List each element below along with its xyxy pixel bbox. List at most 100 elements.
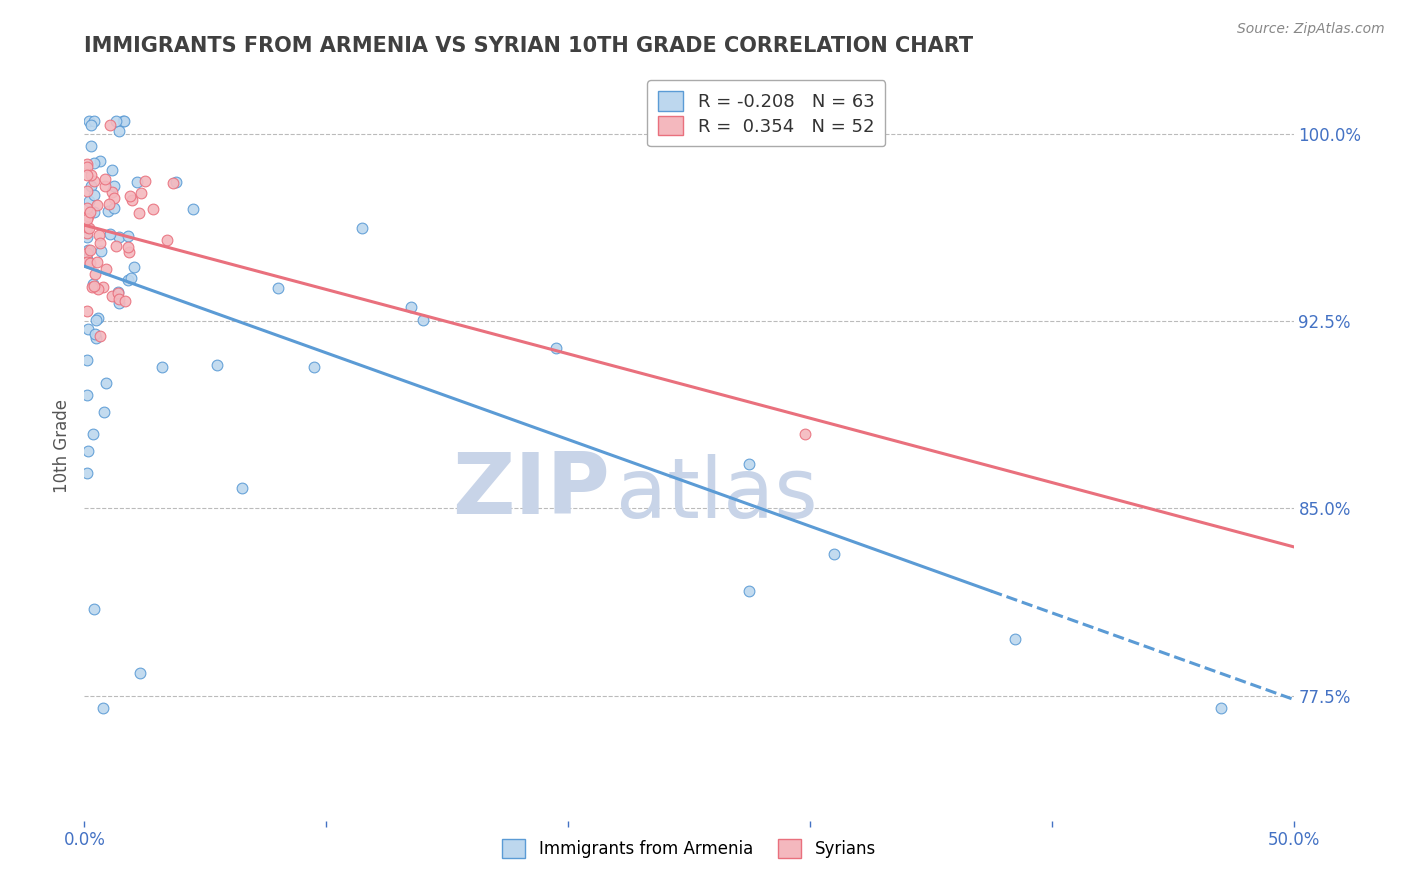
Point — [77, 209, 100, 223]
Point — [80, 178, 103, 193]
Point — [94, 262, 117, 277]
Text: atlas: atlas — [616, 454, 818, 535]
Point — [76, 169, 98, 183]
Point — [101, 289, 124, 303]
Point — [87, 282, 110, 296]
Point — [82, 277, 104, 291]
Point — [84, 326, 107, 341]
Point — [83, 601, 105, 615]
Point — [114, 293, 136, 308]
Point — [86, 198, 108, 212]
Point — [125, 176, 148, 190]
Point — [84, 312, 107, 326]
Point — [105, 114, 128, 128]
Point — [181, 202, 204, 217]
Point — [83, 204, 105, 219]
Point — [83, 268, 105, 282]
Point — [117, 273, 139, 287]
Point — [134, 174, 156, 188]
Point — [79, 204, 101, 219]
Point — [738, 458, 761, 472]
Point — [108, 292, 131, 306]
Point — [129, 186, 152, 200]
Point — [150, 359, 173, 374]
Point — [142, 202, 165, 217]
Point — [83, 114, 105, 128]
Point — [76, 245, 98, 260]
Point — [79, 256, 101, 270]
Point — [128, 665, 150, 680]
Point — [76, 184, 98, 198]
Point — [156, 233, 179, 247]
Point — [1004, 632, 1026, 646]
Point — [117, 240, 139, 254]
Point — [101, 185, 124, 199]
Point — [107, 286, 129, 301]
Point — [76, 230, 98, 244]
Point — [86, 310, 108, 325]
Point — [104, 238, 127, 252]
Point — [90, 244, 112, 258]
Point — [103, 179, 125, 194]
Text: IMMIGRANTS FROM ARMENIA VS SYRIAN 10TH GRADE CORRELATION CHART: IMMIGRANTS FROM ARMENIA VS SYRIAN 10TH G… — [84, 36, 973, 56]
Point — [89, 329, 111, 343]
Point — [121, 193, 143, 207]
Point — [100, 162, 122, 177]
Point — [117, 244, 139, 259]
Point — [77, 194, 100, 208]
Point — [93, 404, 115, 418]
Point — [83, 174, 105, 188]
Y-axis label: 10th Grade: 10th Grade — [53, 399, 72, 493]
Point — [76, 160, 98, 174]
Point — [544, 341, 567, 355]
Point — [96, 376, 118, 391]
Point — [98, 227, 121, 242]
Point — [128, 206, 150, 220]
Point — [108, 296, 131, 310]
Point — [76, 254, 98, 268]
Point — [302, 360, 325, 375]
Point — [76, 467, 98, 481]
Point — [165, 175, 187, 189]
Point — [86, 255, 108, 269]
Point — [122, 260, 145, 274]
Point — [120, 270, 142, 285]
Point — [76, 243, 98, 257]
Point — [107, 123, 129, 137]
Point — [98, 197, 121, 211]
Point — [108, 229, 131, 244]
Point — [103, 202, 125, 216]
Point — [1209, 701, 1232, 715]
Point — [79, 114, 101, 128]
Point — [80, 279, 103, 293]
Point — [77, 221, 100, 235]
Point — [91, 701, 114, 715]
Point — [80, 139, 103, 153]
Point — [76, 220, 98, 235]
Point — [207, 359, 229, 373]
Point — [76, 388, 98, 402]
Point — [80, 168, 103, 182]
Point — [79, 243, 101, 257]
Point — [97, 204, 120, 219]
Point — [399, 300, 422, 314]
Point — [83, 188, 105, 202]
Point — [98, 118, 121, 132]
Point — [231, 481, 253, 495]
Point — [84, 331, 107, 345]
Point — [76, 304, 98, 318]
Point — [89, 236, 111, 251]
Point — [76, 353, 98, 368]
Point — [352, 220, 374, 235]
Point — [93, 171, 115, 186]
Point — [89, 154, 111, 169]
Point — [91, 280, 114, 294]
Text: Source: ZipAtlas.com: Source: ZipAtlas.com — [1237, 22, 1385, 37]
Point — [738, 584, 761, 599]
Point — [82, 427, 104, 442]
Point — [120, 189, 142, 203]
Point — [76, 212, 98, 227]
Point — [162, 176, 184, 190]
Legend: Immigrants from Armenia, Syrians: Immigrants from Armenia, Syrians — [495, 833, 883, 864]
Point — [112, 114, 135, 128]
